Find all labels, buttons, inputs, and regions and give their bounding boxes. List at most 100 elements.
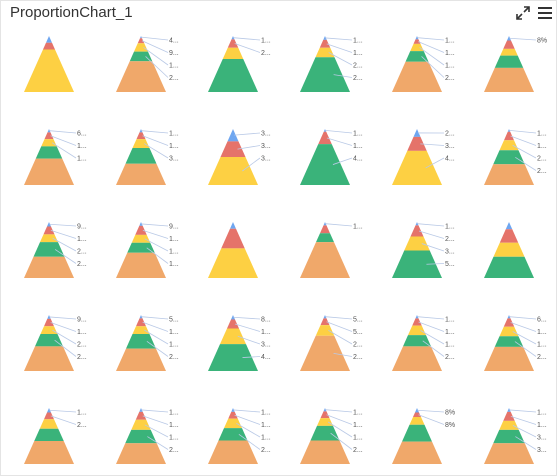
data-label: 1... (353, 224, 363, 231)
pyramid-segment-red (407, 136, 427, 151)
label-leader-line (141, 36, 169, 41)
label-leader-line (236, 423, 261, 438)
data-label: 1... (353, 50, 363, 57)
label-leader-line (328, 52, 353, 66)
data-label: 1... (169, 435, 179, 442)
label-leader-line (509, 316, 537, 320)
data-label: 1... (261, 38, 271, 45)
label-leader-line (515, 156, 537, 171)
pyramid-segment-yellow (132, 326, 150, 335)
pyramid-chart: 5... 5... 2... 2... (300, 315, 363, 371)
pyramid-chart: 6... 1... 1... 2... (484, 315, 547, 371)
pyramid-segment-green (33, 242, 65, 257)
pyramid-segment-yellow (410, 43, 424, 52)
pyramid-segment-green (300, 57, 350, 92)
pyramid-segment-yellow (40, 234, 58, 243)
data-label: 1... (169, 261, 179, 268)
pyramid-chart: 1... 1... 2... 2... (300, 36, 363, 92)
pyramid-chart: 1... (300, 222, 363, 278)
data-label: 1... (169, 249, 179, 256)
data-label: 3... (445, 143, 455, 150)
pyramid-chart: 8% (484, 36, 547, 92)
label-leader-line (141, 223, 169, 227)
data-label: 2... (169, 75, 179, 82)
data-label: 3... (261, 143, 271, 150)
data-label: 2... (353, 63, 363, 70)
label-leader-line (420, 143, 445, 146)
pyramid-segment-yellow (499, 420, 519, 430)
data-label: 3... (261, 156, 271, 163)
data-label: 1... (353, 143, 363, 150)
label-leader-line (144, 329, 169, 345)
label-leader-line (49, 409, 77, 413)
pyramid-segment-red (320, 318, 330, 326)
pyramid-segment-yellow (500, 48, 518, 56)
data-label: 5... (169, 317, 179, 324)
pyramid-chart: 1... 1... 1... 2... (392, 315, 455, 371)
pyramid-chart: 1... 2... (208, 36, 271, 92)
pyramid-chart (24, 36, 74, 92)
pyramid-segment-blue (139, 315, 143, 319)
pyramid-segment-blue (323, 129, 327, 132)
pyramid-chart: 3... 3... 3... (208, 129, 271, 185)
pyramid-segment-red (228, 411, 238, 419)
label-leader-line (237, 335, 261, 345)
label-leader-line (242, 356, 261, 358)
label-leader-line (237, 145, 261, 150)
pyramid-segment-green (300, 144, 350, 185)
pyramid-segment-green (403, 335, 431, 347)
pyramid-segment-blue (323, 222, 327, 226)
pyramid-chart: 1... 1... 1... 2... (208, 408, 271, 464)
pyramid-segment-orange (392, 61, 442, 92)
pyramid-segment-green (493, 150, 525, 165)
pyramid-segment-green (392, 250, 442, 278)
pyramid-segment-yellow (222, 47, 244, 59)
expand-arrows-icon[interactable] (515, 5, 531, 21)
label-leader-line (330, 432, 353, 450)
data-label: 1... (445, 317, 455, 324)
data-label: 5... (445, 261, 455, 268)
data-label: 1... (77, 143, 87, 150)
data-label: 2... (77, 422, 87, 429)
pyramid-segment-blue (507, 315, 511, 319)
label-leader-line (49, 130, 77, 134)
pyramid-segment-yellow (392, 150, 442, 185)
pyramid-chart: 1... 2... (24, 408, 87, 464)
label-leader-line (326, 414, 353, 425)
label-leader-line (54, 339, 77, 357)
hamburger-menu-icon[interactable] (537, 5, 553, 21)
label-leader-line (143, 47, 169, 66)
pyramid-segment-yellow (208, 248, 258, 278)
pyramid-segment-orange (300, 440, 350, 464)
pyramid-segment-blue (323, 315, 327, 319)
pyramid-segment-yellow (40, 326, 58, 335)
label-leader-line (146, 247, 169, 264)
pyramid-segment-red (135, 225, 147, 235)
label-leader-line (325, 130, 353, 134)
label-leader-line (144, 424, 169, 438)
label-leader-line (515, 436, 537, 450)
pyramid-chart: 8% 8% (392, 408, 455, 464)
pyramid-segment-red (413, 39, 421, 44)
data-label: 2... (537, 354, 547, 361)
label-leader-line (146, 340, 169, 357)
label-leader-line (510, 135, 537, 146)
data-label: 1... (77, 236, 87, 243)
pyramid-segment-blue (231, 315, 235, 320)
pyramid-segment-yellow (24, 49, 74, 92)
pyramid-segment-yellow (409, 416, 425, 425)
label-leader-line (142, 321, 169, 332)
pyramid-segment-red (319, 39, 331, 48)
data-label: 1... (169, 329, 179, 336)
label-leader-line (426, 263, 445, 265)
pyramid-segment-orange (484, 346, 534, 371)
data-label: 2... (445, 75, 455, 82)
data-label: 4... (169, 38, 179, 45)
data-label: 3... (537, 435, 547, 442)
pyramid-segment-orange (208, 440, 258, 464)
pyramid-segment-green (494, 336, 524, 347)
data-label: 3... (445, 249, 455, 256)
pyramid-segment-red (320, 225, 330, 234)
label-leader-line (418, 230, 445, 239)
